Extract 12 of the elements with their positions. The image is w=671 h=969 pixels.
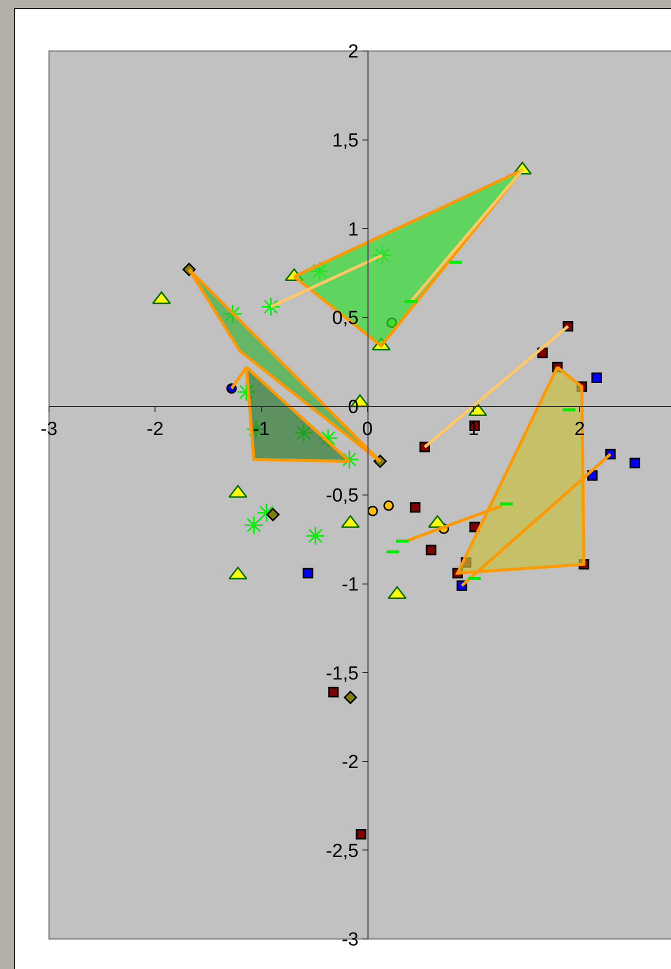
y-tick-label: -1 [342,574,359,596]
x-tick-label: -2 [146,419,164,440]
y-tick-label: -1,5 [326,663,359,684]
x-tick-label: 2 [574,419,585,440]
y-tick-label: -2,5 [326,840,359,862]
y-tick-label: 1 [348,219,359,240]
y-tick-label: 2 [348,42,359,63]
y-tick-label: 1,5 [332,130,359,152]
y-tick-label: -2 [342,752,359,774]
x-tick-label: -3 [40,419,58,440]
y-tick-label: -0,5 [326,486,359,507]
x-tick-label: -1 [252,419,270,440]
